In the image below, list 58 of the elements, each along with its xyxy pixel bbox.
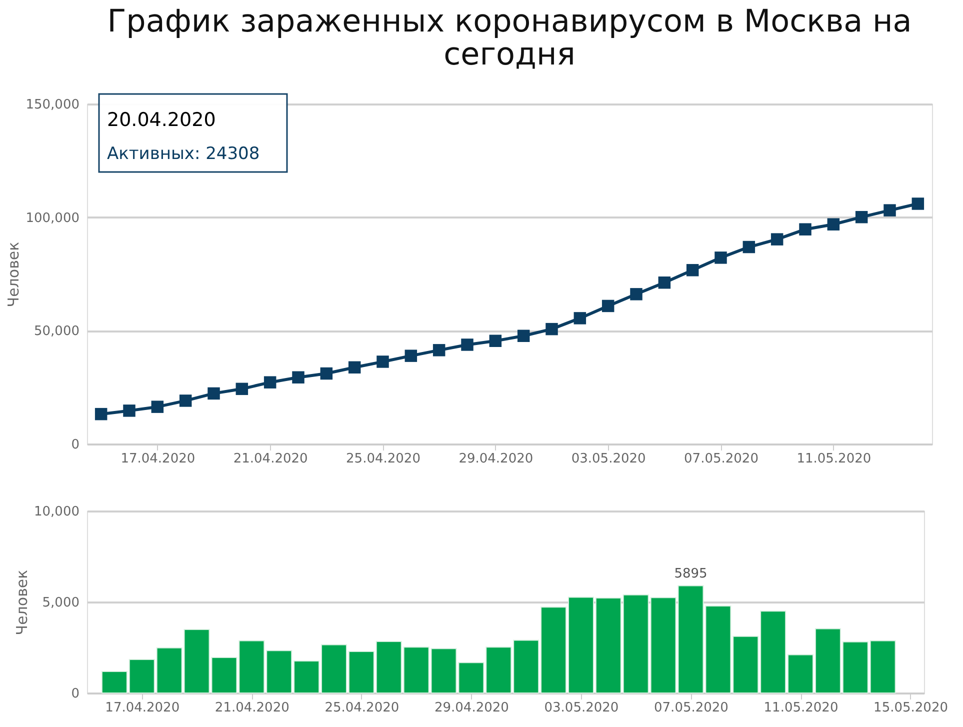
x-tick-label: 03.05.2020	[544, 700, 619, 716]
point	[827, 218, 840, 230]
y-tick-label: 100,000	[26, 210, 80, 226]
x-tick-label: 21.04.2020	[214, 700, 290, 716]
point	[574, 312, 586, 324]
point	[348, 361, 361, 374]
point	[517, 330, 530, 342]
y-axis-title: Человек	[13, 570, 32, 636]
point	[236, 382, 248, 396]
x-tick-label: 21.04.2020	[233, 452, 308, 466]
x-tick-label: 17.04.2020	[120, 452, 196, 466]
annotation: 20.04.2020	[107, 109, 216, 131]
point	[630, 288, 642, 300]
point	[292, 371, 304, 384]
point	[658, 276, 671, 289]
point	[714, 252, 727, 264]
y-tick-label: 5,000	[42, 596, 80, 610]
x-tick-label: 11.05.2020	[764, 700, 838, 716]
x-tick-label: 11.05.2020	[796, 452, 872, 466]
annotation: Активных: 24308	[107, 144, 260, 164]
point	[742, 240, 756, 254]
point	[770, 233, 784, 246]
y-axis-title: Человек	[4, 242, 23, 308]
point	[179, 394, 192, 407]
point	[404, 350, 418, 362]
y-tick-label: 0	[71, 686, 80, 702]
point	[264, 376, 276, 388]
chart-title: График зараженных коронавирусом в Москва на сегодня	[107, 3, 912, 72]
x-tick-label: 07.05.2020	[654, 700, 728, 716]
x-tick-label: 07.05.2020	[684, 452, 758, 466]
y-tick-label: 50,000	[34, 324, 80, 340]
point	[376, 356, 389, 368]
x-tick-label: 29.04.2020	[458, 452, 534, 466]
point	[884, 204, 896, 216]
x-tick-label: 29.04.2020	[434, 700, 509, 716]
point	[320, 367, 333, 380]
x-tick-label: 17.04.2020	[105, 700, 180, 716]
point	[208, 387, 220, 400]
point	[94, 408, 108, 420]
point	[686, 264, 699, 276]
point	[546, 322, 558, 336]
point	[432, 344, 446, 356]
y-tick-label: 10,000	[34, 504, 80, 520]
point	[123, 404, 136, 417]
x-tick-label: 25.04.2020	[324, 700, 400, 716]
point	[912, 198, 924, 210]
x-tick-label: 03.05.2020	[571, 452, 646, 466]
point	[151, 400, 164, 413]
x-tick-label: 15.05.2020	[874, 700, 948, 716]
point	[461, 338, 474, 351]
point	[799, 223, 812, 236]
y-tick-label: 0	[71, 438, 80, 452]
point	[855, 210, 868, 224]
y-tick-label: 150,000	[26, 98, 80, 112]
point	[602, 300, 614, 312]
point	[489, 334, 502, 347]
data-label: 5895	[674, 566, 708, 582]
x-tick-label: 25.04.2020	[346, 452, 420, 466]
